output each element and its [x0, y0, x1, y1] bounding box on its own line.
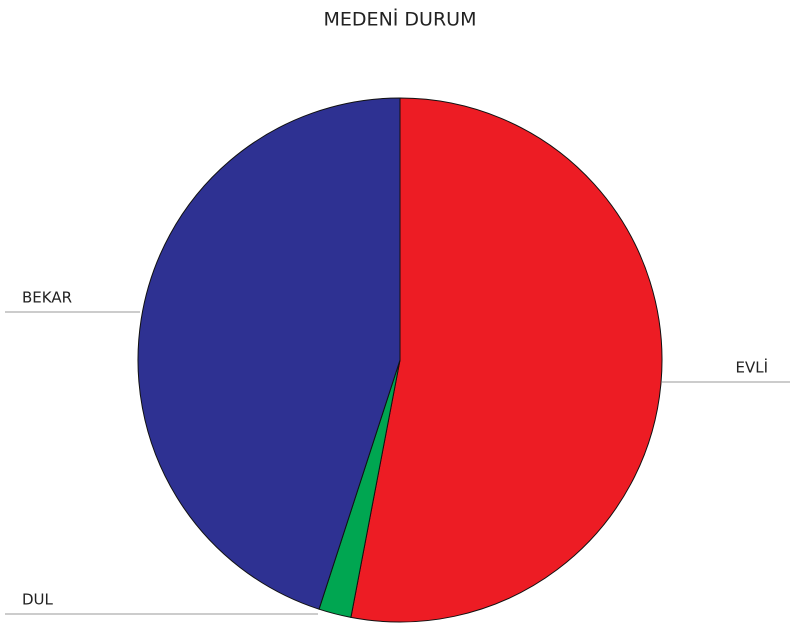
slice-label: BEKAR	[22, 289, 72, 307]
chart-title: MEDENİ DURUM	[324, 8, 477, 31]
slice-label: EVLİ	[735, 358, 768, 377]
slice-label: DUL	[22, 591, 54, 609]
pie-slice	[137, 97, 401, 610]
pie-slice	[350, 97, 663, 623]
